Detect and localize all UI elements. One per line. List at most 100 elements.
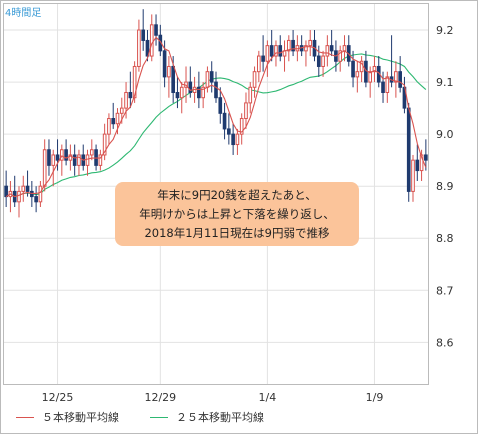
candle-up	[355, 71, 360, 78]
candle-up	[38, 185, 43, 203]
candle-up	[239, 118, 244, 135]
candle-down	[218, 97, 223, 114]
candle-up	[274, 45, 278, 57]
candle-up	[119, 107, 124, 114]
candle-up	[257, 55, 261, 73]
candle-down	[231, 133, 235, 146]
candle-up	[342, 45, 347, 52]
legend-ma5-label: ５本移動平均線	[42, 411, 119, 424]
candle-up	[77, 154, 81, 166]
y-axis-labels: 8.6 8.7 8.8 8.9 9.0 9.1 9.2	[436, 24, 454, 349]
x-tick-label: 12/29	[144, 391, 176, 404]
y-tick-label: 9.2	[436, 24, 454, 37]
candle-down	[25, 185, 30, 192]
candle-down	[72, 154, 77, 166]
plot-border	[3, 3, 429, 385]
candle-up	[59, 149, 64, 161]
candle-up	[338, 50, 343, 62]
candle-down	[415, 159, 420, 172]
candle-up	[265, 45, 270, 62]
candle-up	[68, 154, 73, 161]
candle-up	[205, 71, 210, 88]
candle-down	[47, 149, 51, 166]
candle-down	[381, 81, 385, 93]
y-tick-label: 8.7	[436, 284, 454, 297]
candle-up	[394, 71, 398, 83]
candle-up	[102, 133, 107, 156]
candle-up	[308, 39, 313, 47]
candle-down	[316, 55, 321, 67]
candle-down	[64, 149, 68, 161]
candle-up	[325, 45, 330, 57]
candle-down	[329, 45, 334, 52]
y-tick-label: 9.1	[436, 76, 454, 89]
candle-down	[406, 107, 411, 192]
candle-up	[248, 86, 253, 104]
timeframe-label: 4時間足	[5, 7, 41, 19]
candle-up	[89, 149, 94, 156]
candle-up	[321, 55, 325, 67]
candle-down	[4, 185, 8, 198]
ma5-line	[5, 36, 427, 198]
x-axis-labels: 12/25 12/29 1/4 1/9	[42, 391, 384, 404]
candle-down	[171, 65, 175, 93]
candle-up	[137, 29, 141, 67]
candle-up	[411, 159, 415, 192]
candle-up	[419, 154, 424, 172]
annotation-line-1: 年末に9円20銭を超えたあと、	[157, 187, 317, 202]
candle-up	[179, 86, 184, 99]
legend: ５本移動平均線 ２５本移動平均線	[10, 407, 470, 429]
candle-down	[128, 91, 133, 99]
candle-down	[398, 71, 402, 88]
candle-up	[252, 71, 257, 88]
candle-up	[132, 65, 137, 99]
candle-down	[214, 81, 218, 99]
candle-up	[235, 133, 240, 146]
candle-down	[278, 45, 283, 57]
candle-down	[188, 81, 193, 93]
y-tick-label: 8.8	[436, 232, 454, 245]
candle-down	[175, 91, 180, 99]
y-tick-label: 8.6	[436, 336, 454, 349]
annotation-line-2: 年明けからは上昇と下落を繰り返し、	[139, 206, 335, 221]
candle-down	[227, 128, 231, 135]
legend-ma5: ５本移動平均線	[16, 409, 119, 425]
candle-up	[286, 39, 291, 52]
candle-up	[107, 118, 111, 135]
candle-up	[368, 71, 373, 83]
candle-down	[154, 24, 158, 36]
candle-up	[21, 185, 26, 192]
candle-down	[55, 154, 60, 161]
candle-down	[209, 71, 214, 83]
legend-ma25: ２５本移動平均線	[150, 409, 264, 425]
candle-down	[141, 29, 146, 41]
candle-down	[351, 60, 355, 78]
candle-up	[115, 112, 120, 125]
legend-ma25-swatch	[150, 416, 168, 418]
candle-down	[111, 118, 116, 125]
candle-up	[85, 154, 90, 166]
legend-ma5-swatch	[16, 416, 34, 418]
candle-down	[269, 45, 274, 57]
candle-up	[17, 190, 21, 203]
candle-up	[124, 91, 128, 109]
candle-up	[244, 102, 248, 120]
y-tick-label: 8.9	[436, 180, 454, 193]
candle-down	[162, 50, 167, 78]
candle-up	[51, 154, 56, 166]
x-tick-label: 1/4	[259, 391, 277, 404]
candle-down	[34, 196, 38, 203]
ma5-layer	[5, 36, 427, 198]
x-tick-label: 12/25	[42, 391, 74, 404]
candle-down	[145, 39, 150, 57]
candle-up	[372, 65, 377, 73]
annotation-box: 年末に9円20銭を超えたあと、 年明けからは上昇と下落を繰り返し、 2018年1…	[115, 182, 359, 246]
annotation-line-3: 2018年1月11日現在は9円弱で推移	[144, 225, 330, 240]
candle-down	[291, 39, 295, 52]
candle-up	[201, 86, 205, 99]
candle-down	[424, 154, 428, 161]
candle-up	[304, 45, 308, 52]
candle-up	[385, 76, 390, 93]
